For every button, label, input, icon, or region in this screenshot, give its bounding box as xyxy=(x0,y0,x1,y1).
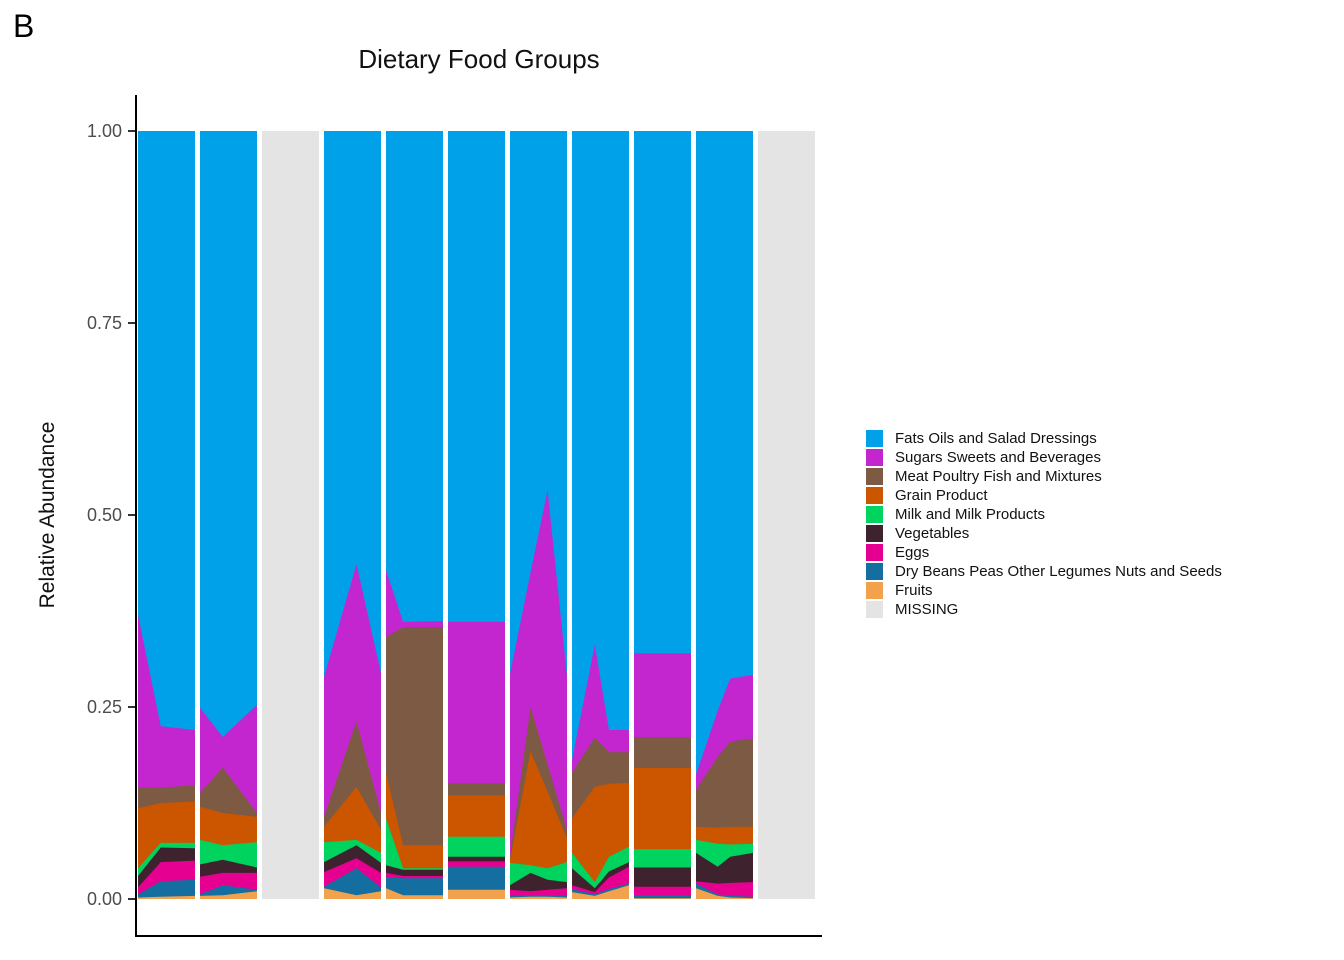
area-meat-poultry-fish-and-mixtures xyxy=(386,627,443,899)
legend-item-meat-poultry-fish-and-mixtures: Meat Poultry Fish and Mixtures xyxy=(866,467,1222,486)
legend-item-sugars-sweets-and-beverages: Sugars Sweets and Beverages xyxy=(866,448,1222,467)
panel-label: B xyxy=(13,8,35,44)
legend-item-vegetables: Vegetables xyxy=(866,524,1222,543)
area-fruits xyxy=(386,888,443,899)
legend-item-grain-product: Grain Product xyxy=(866,486,1222,505)
legend-swatch-icon xyxy=(866,601,883,618)
legend: Fats Oils and Salad Dressings Sugars Swee… xyxy=(866,429,1222,619)
area-fruits xyxy=(634,898,691,899)
area-fruits xyxy=(200,891,257,899)
legend-label: Fruits xyxy=(895,582,933,599)
legend-swatch-icon xyxy=(866,563,883,580)
legend-item-milk-and-milk-products: Milk and Milk Products xyxy=(866,505,1222,524)
legend-label: Meat Poultry Fish and Mixtures xyxy=(895,468,1102,485)
legend-swatch-icon xyxy=(866,544,883,561)
area-fruits xyxy=(138,895,195,899)
legend-swatch-icon xyxy=(866,525,883,542)
legend-label: Vegetables xyxy=(895,525,970,542)
legend-item-dry-beans-peas-other-legumes-nuts-and-seeds: Dry Beans Peas Other Legumes Nuts and Se… xyxy=(866,562,1222,581)
y-tick-label: 0.00 xyxy=(86,889,122,909)
legend-swatch-icon xyxy=(866,582,883,599)
legend-swatch-icon xyxy=(866,506,883,523)
legend-swatch-icon xyxy=(866,487,883,504)
legend-label: Fats Oils and Salad Dressings xyxy=(895,430,1097,447)
legend-label: Sugars Sweets and Beverages xyxy=(895,449,1101,466)
area-grain-product xyxy=(510,751,567,899)
legend-item-missing: MISSING xyxy=(866,600,1222,619)
y-tick-label: 0.25 xyxy=(86,697,122,717)
y-tick-label: 0.75 xyxy=(86,313,122,333)
legend-label: Milk and Milk Products xyxy=(895,506,1046,523)
legend-swatch-icon xyxy=(866,468,883,485)
legend-label: MISSING xyxy=(895,601,959,618)
chart-title: Dietary Food Groups xyxy=(358,44,600,74)
legend-label: Grain Product xyxy=(895,487,988,504)
area-dry-beans-peas-other-legumes-nuts-and-seeds xyxy=(634,895,691,899)
area-dry-beans-peas-other-legumes-nuts-and-seeds xyxy=(138,879,195,899)
area-fruits xyxy=(324,888,381,899)
area-fruits xyxy=(510,896,567,899)
y-tick-label: 0.50 xyxy=(86,505,122,525)
legend-label: Dry Beans Peas Other Legumes Nuts and Se… xyxy=(895,563,1222,580)
area-dry-beans-peas-other-legumes-nuts-and-seeds xyxy=(386,876,443,899)
y-tick-label: 1.00 xyxy=(86,121,122,141)
legend-item-fats-oils-and-salad-dressings: Fats Oils and Salad Dressings xyxy=(866,429,1222,448)
legend-label: Eggs xyxy=(895,544,930,561)
y-axis-title: Relative Abundance xyxy=(36,421,59,609)
legend-swatch-icon xyxy=(866,430,883,447)
legend-item-fruits: Fruits xyxy=(866,581,1222,600)
area-fruits xyxy=(448,889,505,899)
missing-column xyxy=(758,131,815,899)
legend-item-eggs: Eggs xyxy=(866,543,1222,562)
area-fats-oils-and-salad-dressings xyxy=(200,131,257,899)
missing-column xyxy=(262,131,319,899)
legend-swatch-icon xyxy=(866,449,883,466)
area-fruits xyxy=(572,885,629,899)
area-fruits xyxy=(696,888,753,899)
